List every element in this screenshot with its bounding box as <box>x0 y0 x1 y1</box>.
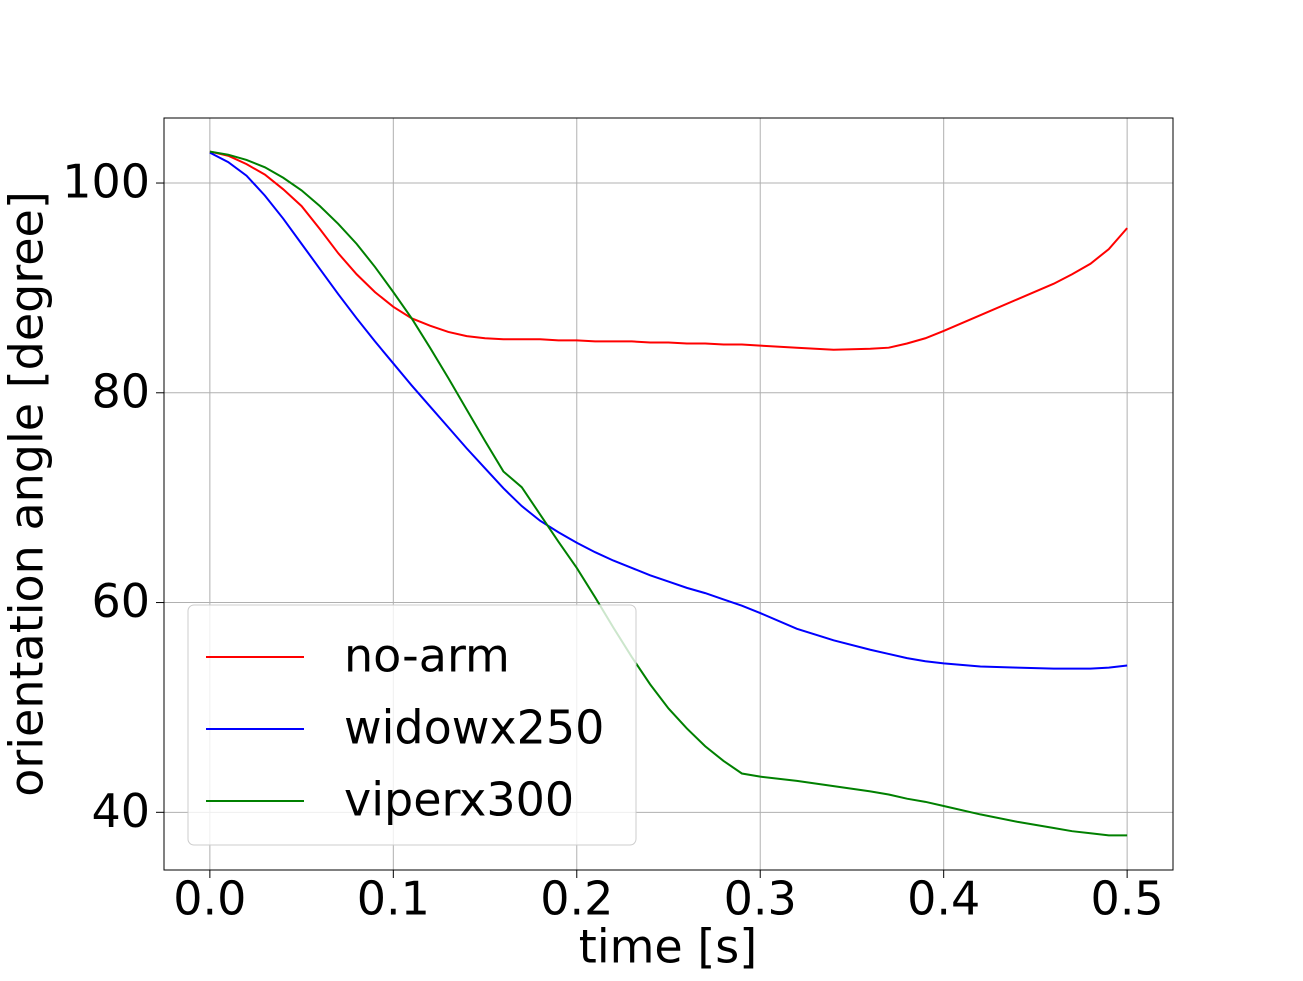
line-series <box>209 151 1128 670</box>
x-axis-label: time [s] <box>579 920 757 974</box>
y-tick-label: 80 <box>91 364 150 418</box>
legend-label: no-arm <box>344 629 510 683</box>
line-series <box>209 150 1128 351</box>
legend-box <box>187 604 637 846</box>
x-tick-label: 0.4 <box>907 872 980 926</box>
legend-label: widowx250 <box>344 701 604 755</box>
legend-label: viperx300 <box>344 773 574 827</box>
x-tick-label: 0.1 <box>357 872 430 926</box>
y-tick-label: 100 <box>62 155 150 209</box>
y-tick-label: 40 <box>91 784 150 838</box>
x-tick-label: 0.2 <box>540 872 613 926</box>
y-tick-label: 60 <box>91 574 150 628</box>
y-axis-label: orientation angle [degree] <box>0 191 54 797</box>
x-tick-label: 0.5 <box>1091 872 1164 926</box>
plot-frame <box>163 117 1174 871</box>
x-tick-label: 0.0 <box>173 872 246 926</box>
x-tick-label: 0.3 <box>724 872 797 926</box>
